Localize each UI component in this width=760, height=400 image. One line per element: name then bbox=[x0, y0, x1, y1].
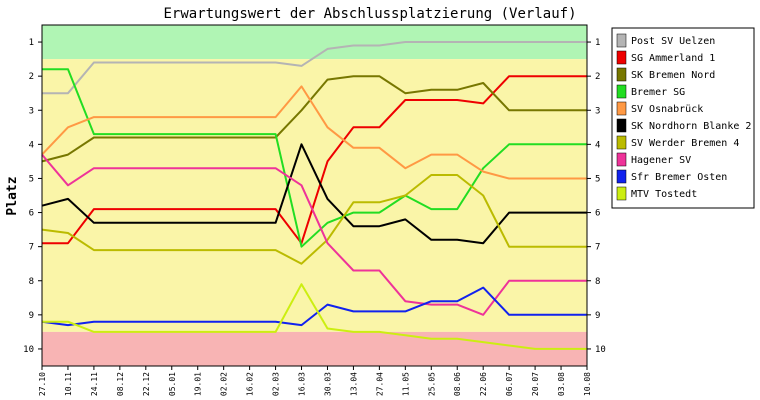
y-tick-label: 7 bbox=[595, 243, 600, 253]
x-tick-label: 22.06 bbox=[479, 372, 488, 396]
x-tick-label: 22.12 bbox=[142, 372, 151, 396]
y-tick-label: 9 bbox=[595, 311, 600, 321]
zone-band bbox=[42, 331, 587, 366]
chart-title: Erwartungswert der Abschlussplatzierung … bbox=[163, 6, 576, 22]
x-tick-label: 30.03 bbox=[323, 372, 332, 396]
y-tick-label: 4 bbox=[595, 140, 600, 150]
series-line bbox=[41, 286, 587, 327]
y-tick-label: 4 bbox=[29, 140, 34, 150]
x-tick-label: 25.05 bbox=[427, 372, 436, 396]
legend-label: SV Werder Bremen 4 bbox=[631, 138, 739, 149]
x-tick-label: 11.05 bbox=[401, 372, 410, 396]
y-tick-label: 8 bbox=[29, 277, 34, 287]
x-tick-label: 03.08 bbox=[557, 372, 566, 396]
series-line bbox=[41, 75, 587, 163]
y-tick-label: 6 bbox=[595, 209, 600, 219]
x-axis-ticks: 27.10 10.11 24.11 08.12 22.12 05.01 19.01 02.02… bbox=[38, 366, 592, 396]
y-tick-label: 1 bbox=[29, 38, 34, 48]
x-tick-label: 05.01 bbox=[168, 372, 177, 396]
x-tick-label: 10.11 bbox=[64, 372, 73, 396]
x-tick-label: 16.03 bbox=[298, 372, 307, 396]
x-tick-label: 02.03 bbox=[272, 372, 281, 396]
legend-swatch bbox=[616, 50, 627, 65]
legend-swatch bbox=[616, 118, 627, 133]
series-line bbox=[42, 75, 587, 245]
series-lines bbox=[41, 41, 587, 350]
legend-label: Sfr Bremer Osten bbox=[631, 172, 727, 183]
y-tick-label: 2 bbox=[29, 72, 34, 82]
y-tick-label: 3 bbox=[595, 106, 600, 116]
series-line bbox=[41, 85, 587, 180]
legend-box bbox=[611, 27, 755, 209]
y-axis-ticks: 1 1 2 2 3 3 4 4 5 5 6 6 7 7 8 8 9 9 10 10 bbox=[23, 38, 606, 355]
legend-label: SK Nordhorn Blanke 2 bbox=[631, 121, 751, 132]
x-tick-label: 27.10 bbox=[38, 372, 47, 396]
legend-label: Bremer SG bbox=[631, 87, 685, 98]
x-tick-label: 06.07 bbox=[505, 372, 514, 396]
y-axis-label: Platz bbox=[5, 176, 20, 215]
x-tick-label: 10.08 bbox=[583, 372, 592, 396]
series-line bbox=[41, 153, 587, 316]
zone-band bbox=[42, 59, 587, 332]
legend-swatch bbox=[616, 67, 627, 82]
series-line bbox=[42, 283, 587, 350]
y-tick-label: 5 bbox=[29, 174, 34, 184]
x-tick-label: 16.02 bbox=[246, 372, 255, 396]
legend-swatch bbox=[616, 152, 627, 167]
legend-label: Hagener SV bbox=[631, 155, 691, 166]
x-tick-label: 20.07 bbox=[531, 372, 540, 396]
y-tick-label: 9 bbox=[29, 311, 34, 321]
plot-frame bbox=[41, 24, 588, 367]
y-tick-label: 6 bbox=[29, 209, 34, 219]
x-tick-label: 02.02 bbox=[220, 372, 229, 396]
legend-swatch bbox=[616, 135, 627, 150]
legend-label: SV Osnabrück bbox=[631, 104, 703, 115]
y-tick-label: 10 bbox=[595, 345, 606, 355]
series-line bbox=[41, 143, 587, 245]
y-tick-label: 1 bbox=[595, 38, 600, 48]
legend-swatch bbox=[616, 169, 627, 184]
legend-swatch bbox=[616, 33, 627, 48]
x-tick-label: 08.12 bbox=[116, 372, 125, 396]
y-tick-label: 2 bbox=[595, 72, 600, 82]
series-line bbox=[41, 174, 587, 265]
legend-label: SK Bremen Nord bbox=[631, 70, 715, 81]
x-tick-label: 24.11 bbox=[90, 372, 99, 396]
x-tick-label: 19.01 bbox=[194, 372, 203, 396]
y-tick-label: 10 bbox=[23, 345, 34, 355]
legend-swatch bbox=[616, 101, 627, 116]
legend-label: Post SV Uelzen bbox=[631, 36, 715, 47]
legend: Post SV Uelzen SG Ammerland 1 SK Bremen No… bbox=[611, 27, 755, 209]
y-tick-label: 3 bbox=[29, 106, 34, 116]
x-tick-label: 08.06 bbox=[453, 372, 462, 396]
legend-label: MTV Tostedt bbox=[631, 189, 697, 200]
legend-swatch bbox=[616, 186, 627, 201]
series-line bbox=[42, 68, 587, 248]
series-line bbox=[42, 41, 587, 95]
y-tick-label: 5 bbox=[595, 174, 600, 184]
y-tick-label: 8 bbox=[595, 277, 600, 287]
legend-label: SG Ammerland 1 bbox=[631, 53, 715, 64]
x-tick-label: 13.04 bbox=[349, 372, 358, 396]
legend-swatch bbox=[616, 84, 627, 99]
y-tick-label: 7 bbox=[29, 243, 34, 253]
x-tick-label: 27.04 bbox=[375, 372, 384, 396]
